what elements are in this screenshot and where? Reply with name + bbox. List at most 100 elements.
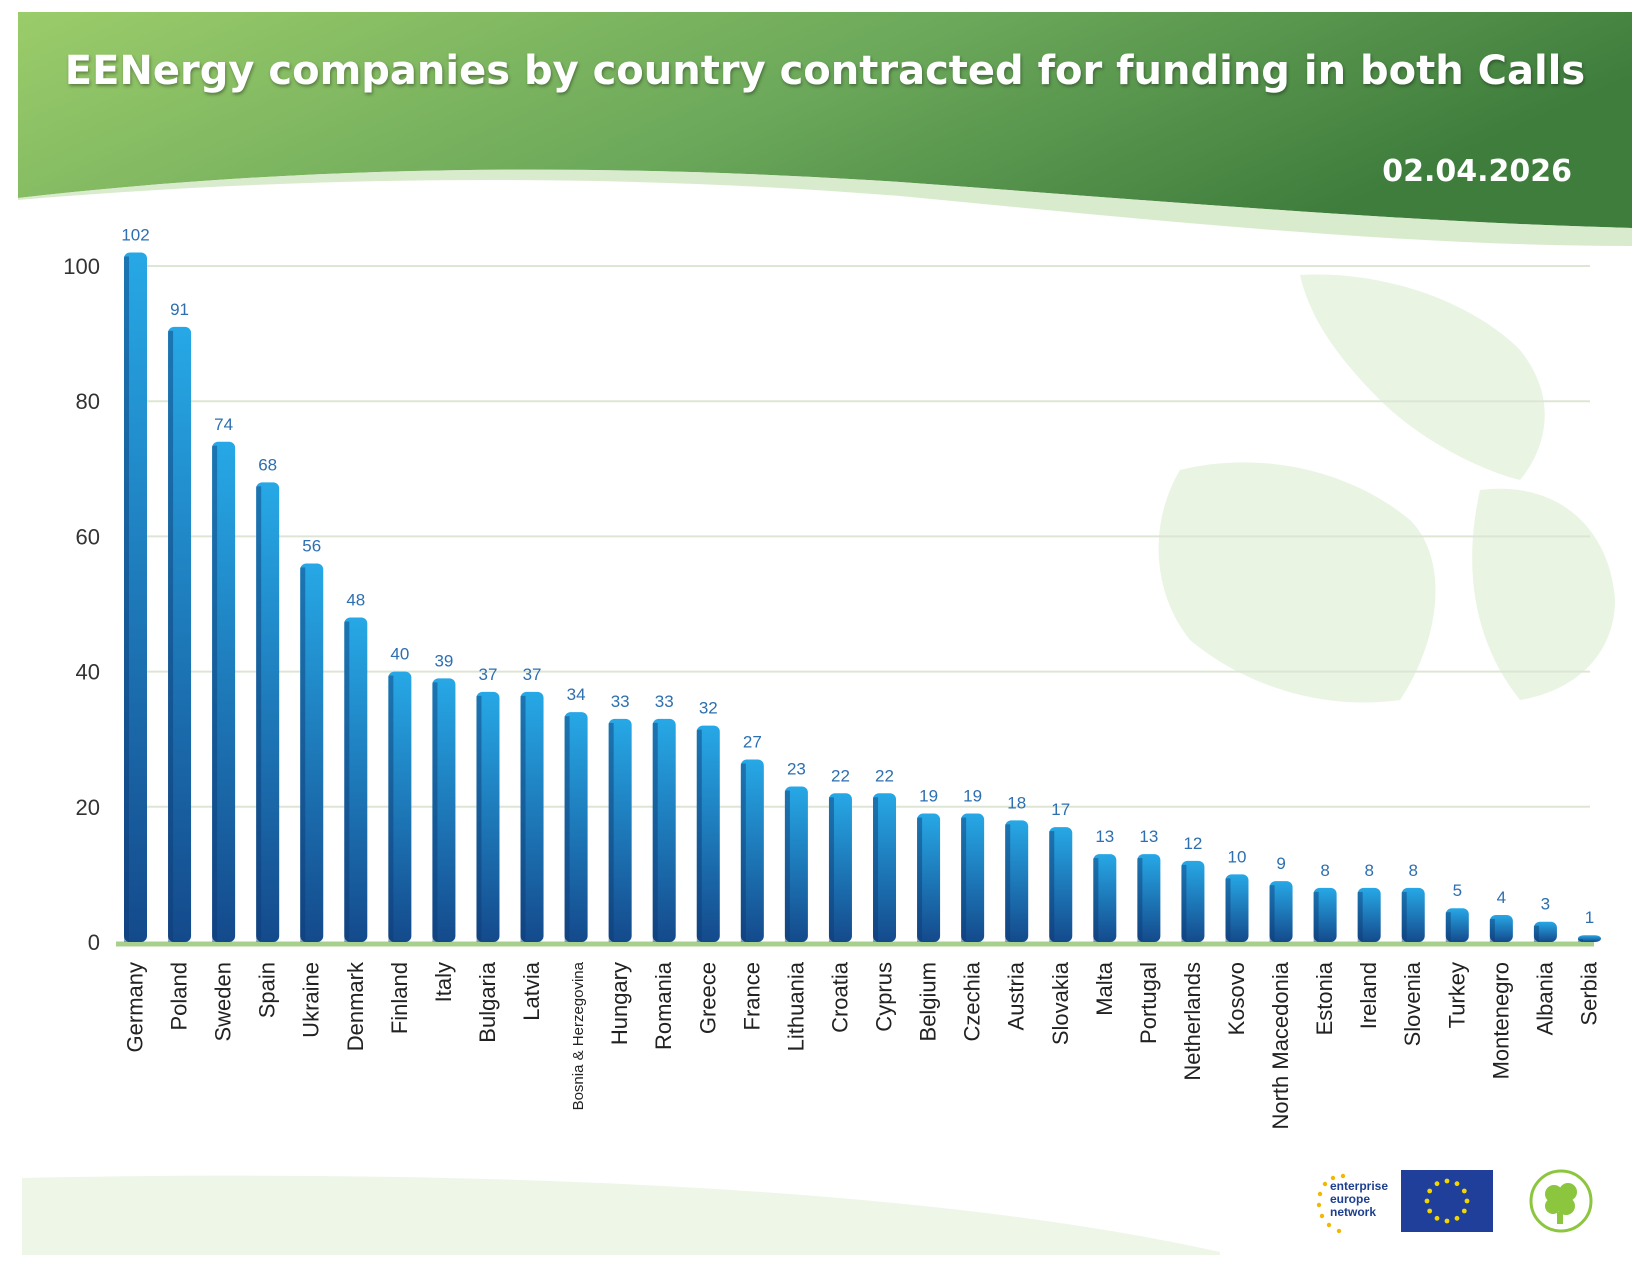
bar-shade xyxy=(1489,918,1495,942)
bar-poland xyxy=(168,326,192,943)
value-label: 19 xyxy=(919,787,938,806)
bar-slovenia xyxy=(1401,887,1425,942)
value-label: 13 xyxy=(1095,827,1114,846)
bar-denmark xyxy=(344,617,368,942)
bar-germany xyxy=(124,252,147,943)
bar-shade xyxy=(828,797,834,942)
value-label: 48 xyxy=(346,591,365,610)
bar-hungary xyxy=(608,718,632,942)
bar-shade xyxy=(608,722,614,942)
value-label: 8 xyxy=(1409,861,1418,880)
bar xyxy=(1049,827,1073,942)
value-label: 33 xyxy=(611,692,630,711)
eu-star-icon xyxy=(1461,1188,1467,1194)
chart-title: EENergy companies by country contracted … xyxy=(64,48,1586,94)
eu-star-icon xyxy=(1434,1181,1440,1187)
bar-netherlands xyxy=(1181,860,1205,942)
value-label: 23 xyxy=(787,760,806,779)
bar xyxy=(696,725,720,942)
bar-france xyxy=(740,759,764,942)
bar-shade xyxy=(1049,831,1055,942)
value-label: 19 xyxy=(963,787,982,806)
x-tick-label: North Macedonia xyxy=(1268,961,1293,1129)
x-tick-label: Poland xyxy=(167,962,192,1031)
bar-latvia xyxy=(520,691,544,942)
value-label: 3 xyxy=(1541,895,1550,914)
value-label: 32 xyxy=(699,699,718,718)
bar-shade xyxy=(784,790,790,942)
bar-finland xyxy=(388,671,412,942)
bar-portugal xyxy=(1137,854,1161,942)
een-word-3: network xyxy=(1330,1205,1377,1219)
bar-malta xyxy=(1093,854,1117,942)
bar-albania xyxy=(1533,921,1557,942)
bar-montenegro xyxy=(1489,914,1513,942)
date-label: 02.04.2026 xyxy=(1382,154,1572,189)
eu-star-icon xyxy=(1434,1215,1440,1221)
eu-star-icon xyxy=(1424,1198,1430,1204)
bar xyxy=(256,482,280,942)
value-label: 18 xyxy=(1007,793,1026,812)
bar xyxy=(1225,874,1249,942)
bar-shade xyxy=(1225,878,1231,942)
x-tick-label: Kosovo xyxy=(1224,962,1249,1035)
bar xyxy=(564,712,588,942)
y-tick-label: 100 xyxy=(63,254,100,279)
bar xyxy=(1181,860,1205,942)
x-tick-label: Denmark xyxy=(343,961,368,1051)
bar xyxy=(388,671,412,942)
bar-slovakia xyxy=(1049,827,1073,942)
bar-shade xyxy=(212,445,218,942)
value-label: 8 xyxy=(1364,861,1373,880)
bar-shade xyxy=(432,682,438,942)
x-tick-label: Slovenia xyxy=(1400,961,1425,1046)
bar-romania xyxy=(652,718,676,942)
bar-belgium xyxy=(917,813,941,942)
x-tick-label: Hungary xyxy=(607,962,632,1045)
x-tick-label: Montenegro xyxy=(1488,962,1513,1079)
bar xyxy=(344,617,368,942)
bar-shade xyxy=(696,729,702,942)
value-label: 102 xyxy=(121,225,149,244)
bar-shade xyxy=(1005,824,1011,942)
bar-kosovo xyxy=(1225,874,1249,942)
value-label: 17 xyxy=(1051,800,1070,819)
leaf-decoration xyxy=(1158,274,1615,703)
bar-north-macedonia xyxy=(1269,881,1293,942)
bar xyxy=(608,718,632,942)
bar xyxy=(917,813,941,942)
x-tick-label: Bulgaria xyxy=(475,961,500,1042)
bar xyxy=(740,759,764,942)
value-label: 91 xyxy=(170,300,189,319)
value-label: 56 xyxy=(302,536,321,555)
bar xyxy=(1445,908,1469,942)
bar xyxy=(1313,887,1337,942)
eu-flag-icon xyxy=(1401,1170,1493,1232)
value-label: 74 xyxy=(214,415,233,434)
bar-italy xyxy=(432,678,456,942)
bar-shade xyxy=(388,675,394,942)
value-label: 12 xyxy=(1183,834,1202,853)
x-tick-label: Turkey xyxy=(1444,962,1469,1028)
bar xyxy=(961,813,985,942)
eu-star-icon xyxy=(1461,1208,1467,1214)
bar-shade xyxy=(1577,939,1583,942)
bar-turkey xyxy=(1445,908,1469,942)
x-tick-label: Lithuania xyxy=(783,961,808,1051)
x-tick-label: Romania xyxy=(651,961,676,1050)
x-tick-label: Portugal xyxy=(1136,962,1161,1044)
y-tick-label: 80 xyxy=(76,389,100,414)
eu-star-icon xyxy=(1454,1181,1460,1187)
bar-czechia xyxy=(961,813,985,942)
x-tick-label: Estonia xyxy=(1312,961,1337,1035)
eu-star-icon xyxy=(1444,1218,1450,1224)
value-label: 1 xyxy=(1585,908,1594,927)
x-tick-label: Greece xyxy=(695,962,720,1034)
bar-shade xyxy=(1313,891,1319,942)
value-label: 27 xyxy=(743,732,762,751)
bar xyxy=(1093,854,1117,942)
bar-bulgaria xyxy=(476,691,500,942)
bar-shade xyxy=(1093,858,1099,942)
bar-cyprus xyxy=(873,793,897,942)
